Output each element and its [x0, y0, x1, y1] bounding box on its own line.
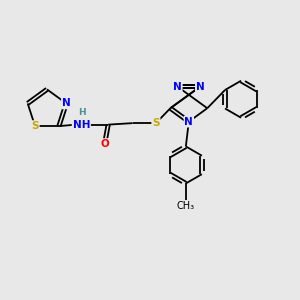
Text: NH: NH [73, 120, 90, 130]
Text: N: N [62, 98, 71, 108]
Text: O: O [100, 139, 109, 149]
Text: H: H [78, 108, 86, 117]
Text: S: S [152, 118, 160, 128]
Text: N: N [173, 82, 182, 92]
Text: CH₃: CH₃ [177, 201, 195, 212]
Text: S: S [31, 121, 39, 131]
Text: N: N [196, 82, 205, 92]
Text: N: N [184, 117, 193, 127]
